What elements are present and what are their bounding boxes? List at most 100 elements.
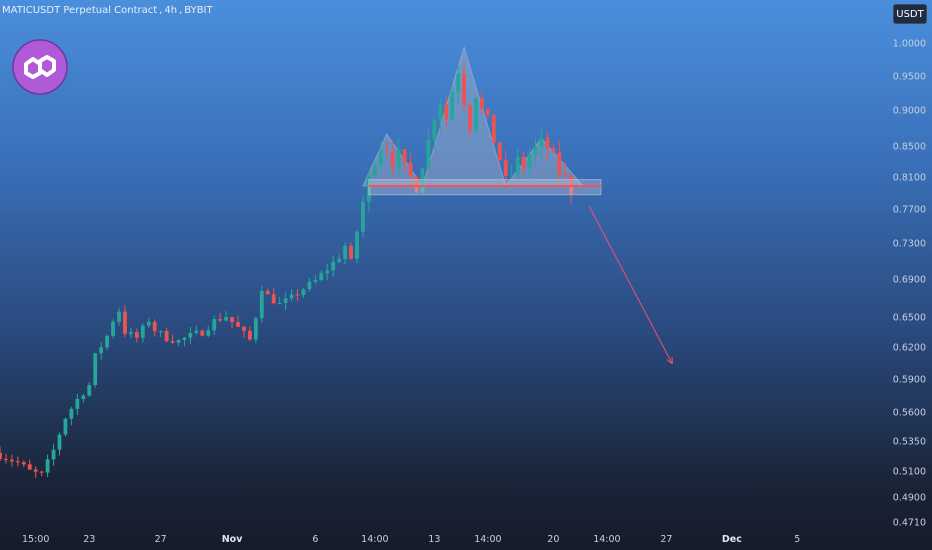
candle[interactable] [521, 151, 526, 175]
candle[interactable] [319, 270, 324, 282]
candle[interactable] [456, 63, 461, 105]
candle[interactable] [158, 330, 163, 337]
candle[interactable] [325, 263, 330, 281]
candle[interactable] [242, 325, 246, 338]
candle[interactable] [39, 470, 44, 477]
candle[interactable] [337, 254, 342, 263]
candle[interactable] [265, 287, 270, 295]
candle[interactable] [170, 334, 175, 345]
candle[interactable] [63, 417, 68, 437]
candle[interactable] [33, 466, 38, 478]
candle[interactable] [545, 131, 550, 161]
candle[interactable] [87, 382, 92, 397]
candle[interactable] [212, 315, 217, 336]
candle[interactable] [224, 310, 228, 322]
candle[interactable] [194, 325, 199, 335]
candle[interactable] [295, 289, 300, 302]
candle[interactable] [176, 338, 181, 346]
candle[interactable] [474, 97, 478, 135]
candle[interactable] [378, 141, 383, 170]
candle[interactable] [355, 230, 359, 264]
candle[interactable] [218, 313, 223, 323]
candle[interactable] [230, 317, 234, 329]
candle[interactable] [313, 275, 318, 285]
candle[interactable] [444, 95, 449, 130]
candle[interactable] [57, 432, 62, 456]
candle[interactable] [307, 277, 312, 292]
candle[interactable] [248, 326, 252, 342]
neckline-zone[interactable] [368, 179, 602, 196]
candle[interactable] [533, 138, 538, 165]
currency-button[interactable]: USDT [893, 4, 927, 24]
candle[interactable] [146, 317, 151, 328]
candle[interactable] [111, 319, 115, 339]
candle[interactable] [140, 322, 145, 343]
y-tick-label: 0.5100 [892, 466, 926, 478]
candle[interactable] [557, 141, 562, 184]
candle[interactable] [509, 164, 514, 189]
candle[interactable] [271, 288, 276, 305]
candle[interactable] [21, 460, 26, 467]
candle[interactable] [4, 453, 8, 464]
candle[interactable] [539, 127, 544, 160]
candle[interactable] [301, 287, 306, 298]
candle[interactable] [343, 242, 347, 265]
exchange-label: BYBIT [184, 5, 213, 16]
candle[interactable] [289, 289, 294, 302]
candle[interactable] [497, 141, 502, 163]
candle[interactable] [527, 147, 532, 178]
candle[interactable] [361, 194, 365, 239]
candle[interactable] [93, 352, 98, 388]
candle[interactable] [134, 328, 139, 343]
candle[interactable] [390, 141, 395, 178]
candle[interactable] [10, 454, 14, 467]
candle[interactable] [414, 174, 419, 194]
candle[interactable] [0, 446, 2, 461]
candle[interactable] [408, 153, 413, 189]
candle[interactable] [253, 316, 258, 344]
candle[interactable] [117, 307, 121, 326]
candle[interactable] [236, 315, 240, 328]
candle[interactable] [105, 334, 109, 351]
candle[interactable] [432, 117, 437, 149]
candle[interactable] [188, 326, 193, 344]
candle[interactable] [75, 393, 80, 415]
candle[interactable] [462, 62, 466, 112]
candle[interactable] [486, 108, 490, 121]
x-tick-label: 27 [154, 534, 167, 545]
candle[interactable] [51, 443, 56, 466]
candle[interactable] [515, 148, 520, 183]
candle[interactable] [27, 459, 32, 470]
candle[interactable] [129, 327, 133, 339]
candle[interactable] [349, 242, 353, 260]
candle[interactable] [200, 329, 205, 337]
candle[interactable] [277, 296, 282, 305]
y-tick-label: 0.5900 [892, 374, 926, 386]
candle[interactable] [182, 336, 187, 347]
candle[interactable] [206, 326, 211, 338]
candle[interactable] [331, 255, 336, 277]
candle[interactable] [123, 305, 127, 338]
candle[interactable] [15, 456, 20, 467]
candle[interactable] [384, 141, 389, 157]
candle[interactable] [259, 285, 264, 324]
candle[interactable] [164, 328, 169, 343]
candle[interactable] [480, 91, 484, 116]
candle[interactable] [438, 98, 443, 133]
candle[interactable] [450, 86, 455, 120]
candle[interactable] [396, 137, 401, 176]
candle[interactable] [402, 148, 407, 172]
candle[interactable] [69, 406, 74, 426]
candle[interactable] [563, 162, 568, 187]
candle[interactable] [551, 143, 556, 154]
candle[interactable] [283, 292, 288, 310]
candle[interactable] [491, 114, 496, 143]
candle[interactable] [426, 128, 431, 171]
candle[interactable] [152, 319, 157, 337]
candle[interactable] [81, 393, 86, 403]
candle[interactable] [45, 454, 50, 477]
projection-arrow[interactable] [588, 205, 673, 365]
candle[interactable] [99, 342, 104, 360]
candle[interactable] [468, 102, 472, 139]
